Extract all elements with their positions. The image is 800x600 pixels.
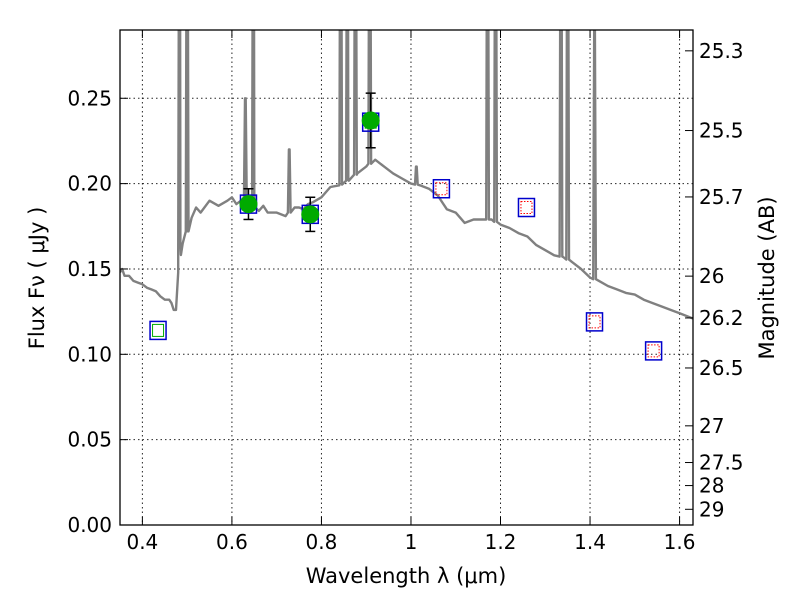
y-tick-label: 0.15 bbox=[67, 257, 112, 281]
model-photometry-square bbox=[585, 312, 604, 332]
axis-ticks: 0.4 0.6 0.8 1 1.2 1.4 1.6 0.00 0.05 0.10 0.15 0.20 0… bbox=[67, 30, 744, 554]
y2-axis-label: Magnitude (AB) bbox=[755, 196, 779, 359]
grid bbox=[120, 30, 693, 526]
y-tick-label: 0.00 bbox=[67, 513, 112, 537]
x-tick-label: 0.6 bbox=[216, 530, 248, 554]
model-photometry-inner-square bbox=[152, 323, 165, 337]
model-photometry-square bbox=[432, 178, 451, 199]
x-tick-label: 1.6 bbox=[664, 530, 696, 554]
x-tick-label: 1 bbox=[405, 530, 418, 554]
observed-photometry-point bbox=[301, 205, 320, 224]
photometry-layer bbox=[149, 92, 663, 361]
y2-tick-label: 28 bbox=[699, 474, 724, 498]
model-photometry-inner-square bbox=[647, 344, 660, 358]
x-tick-label: 1.4 bbox=[574, 530, 606, 554]
y2-tick-label: 26.5 bbox=[699, 356, 744, 380]
plot-frame bbox=[119, 29, 694, 526]
model-photometry-square bbox=[517, 197, 536, 218]
y2-tick-label: 26.2 bbox=[699, 306, 744, 330]
y-tick-label: 0.20 bbox=[67, 172, 112, 196]
y2-tick-label: 25.5 bbox=[699, 119, 744, 143]
y-tick-label: 0.05 bbox=[67, 428, 112, 452]
observed-photometry-point bbox=[361, 111, 380, 130]
y2-tick-label: 25.7 bbox=[699, 185, 744, 209]
y2-tick-label: 26 bbox=[699, 264, 724, 288]
x-tick-label: 0.4 bbox=[126, 530, 158, 554]
y-tick-label: 0.25 bbox=[67, 86, 112, 110]
observed-photometry-point bbox=[239, 195, 258, 214]
x-tick-label: 0.8 bbox=[306, 530, 338, 554]
y-axis-label: Flux Fν ( μJy ) bbox=[25, 207, 49, 350]
model-photometry-square bbox=[644, 341, 663, 361]
model-photometry-inner-square bbox=[435, 182, 448, 196]
spectrum-layer bbox=[120, 30, 693, 320]
model-spectrum-line bbox=[120, 30, 693, 320]
y2-tick-label: 25.3 bbox=[699, 39, 744, 63]
x-axis-label: Wavelength λ (μm) bbox=[306, 564, 507, 588]
x-tick-label: 1.2 bbox=[485, 530, 517, 554]
model-photometry-square bbox=[149, 320, 167, 341]
y2-tick-label: 27 bbox=[699, 414, 724, 438]
y-tick-label: 0.10 bbox=[67, 342, 112, 366]
model-photometry-inner-square bbox=[520, 201, 533, 215]
y2-tick-label: 29 bbox=[699, 497, 724, 521]
axis-labels: Wavelength λ (μm) Flux Fν ( μJy ) Magnit… bbox=[25, 196, 779, 588]
model-photometry-inner-square bbox=[588, 315, 601, 329]
y2-tick-label: 27.5 bbox=[699, 451, 744, 475]
